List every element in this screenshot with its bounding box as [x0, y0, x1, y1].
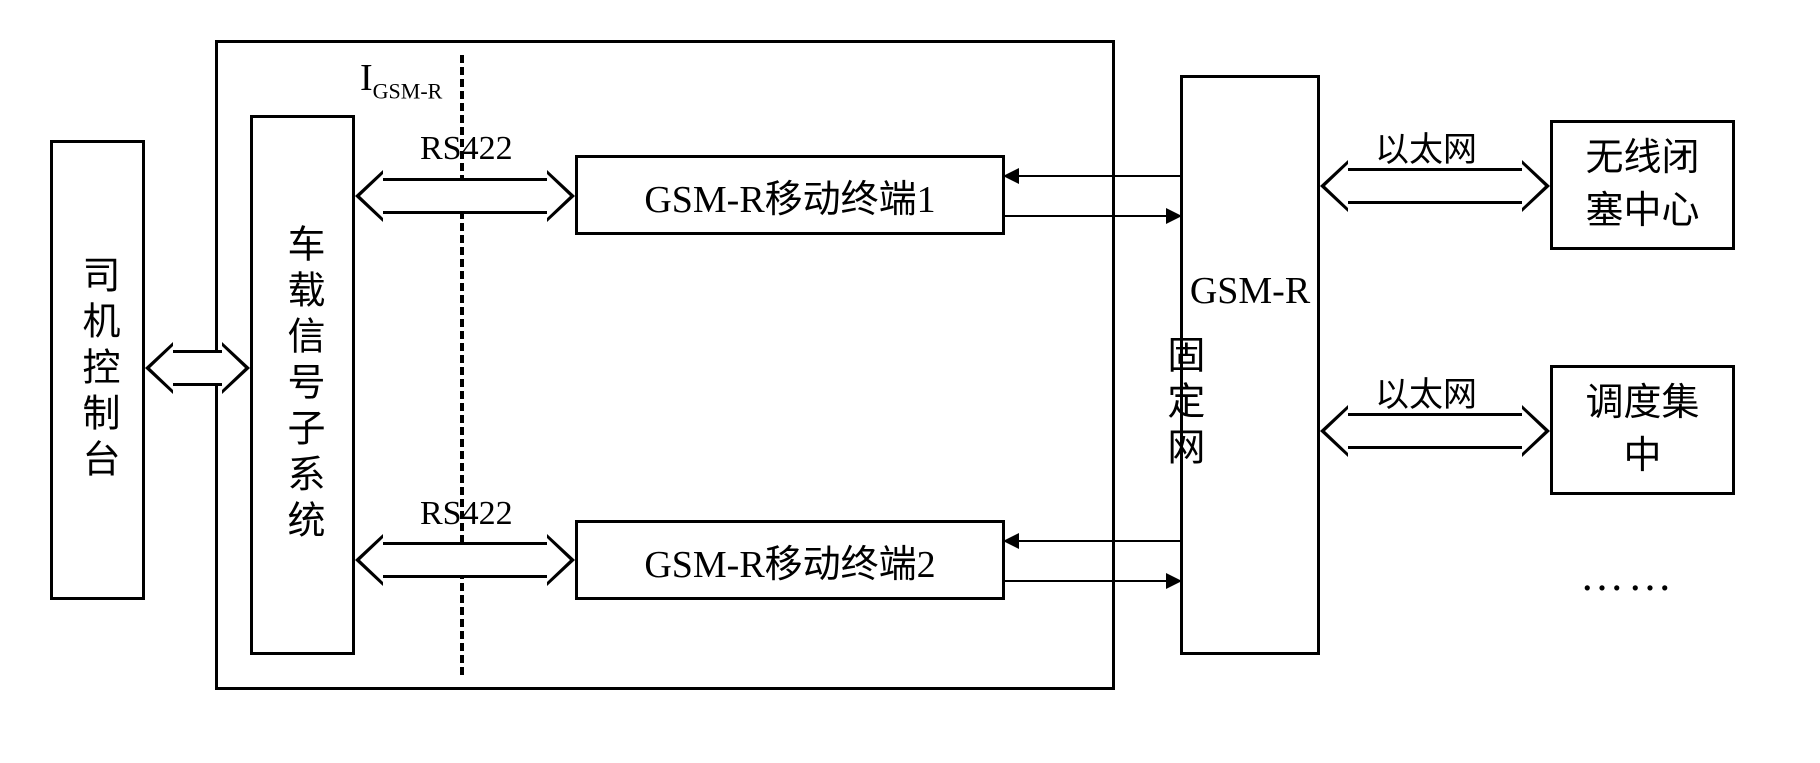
ethernet-label-1: 以太网	[1375, 122, 1477, 171]
driver-console-box: 司机控制台	[50, 140, 145, 600]
rbc-line1: 无线闭	[1585, 132, 1699, 185]
arrow-fixed-rbc	[1320, 168, 1550, 204]
rs422-label-2: RS422	[420, 495, 513, 533]
mobile-terminal-2-box: GSM-R移动终端2	[575, 520, 1005, 600]
rs422-label-1: RS422	[420, 130, 513, 168]
mobile-terminal-1-box: GSM-R移动终端1	[575, 155, 1005, 235]
arrow-mobile1-fixed-bot	[1005, 215, 1180, 217]
fixed-net-line2: 固定网	[1147, 335, 1215, 473]
onboard-signal-label: 车载信号子系统	[275, 224, 330, 546]
fixed-net-line1: GSM-R	[1147, 257, 1352, 325]
arrow-onboard-mobile2	[355, 542, 575, 578]
ctc-line1: 调度集	[1585, 377, 1699, 430]
ethernet-label-2: 以太网	[1375, 367, 1477, 416]
ctc-line2: 中	[1585, 430, 1699, 483]
diagram-canvas: 司机控制台 车载信号子系统 IGSM-R GSM-R移动终端1 GSM-R移动终…	[20, 20, 1820, 743]
arrow-mobile1-fixed-top	[1005, 175, 1180, 177]
igsmr-sub: GSM-R	[373, 79, 443, 104]
onboard-signal-box: 车载信号子系统	[250, 115, 355, 655]
mobile-terminal-2-label: GSM-R移动终端2	[644, 533, 935, 588]
rbc-box: 无线闭 塞中心	[1550, 120, 1735, 250]
arrow-mobile2-fixed-bot	[1005, 580, 1180, 582]
mobile-terminal-1-label: GSM-R移动终端1	[644, 168, 935, 223]
ctc-box: 调度集 中	[1550, 365, 1735, 495]
ellipsis-label: ……	[1580, 550, 1676, 601]
igsmr-pre: I	[360, 57, 373, 99]
fixed-network-box: GSM-R 固定网	[1180, 75, 1320, 655]
igsmr-label: IGSM-R	[360, 56, 442, 105]
arrow-fixed-ctc	[1320, 413, 1550, 449]
driver-console-label: 司机控制台	[70, 255, 125, 485]
arrow-driver-onboard	[145, 350, 250, 386]
rbc-line2: 塞中心	[1585, 185, 1699, 238]
arrow-mobile2-fixed-top	[1005, 540, 1180, 542]
arrow-onboard-mobile1	[355, 178, 575, 214]
